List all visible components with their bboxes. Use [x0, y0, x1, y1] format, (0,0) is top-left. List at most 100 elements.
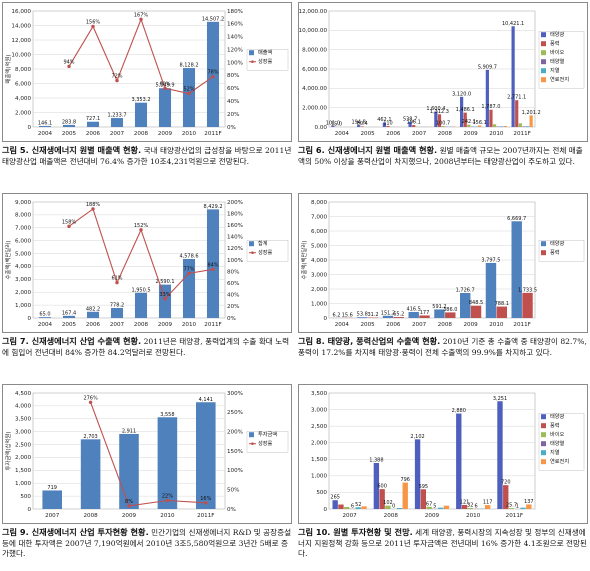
- bar: [119, 433, 139, 509]
- y2-tick-label: 120%: [227, 246, 243, 252]
- data-label: 156.1: [472, 120, 486, 126]
- bar: [355, 507, 361, 509]
- bar: [522, 126, 526, 127]
- bar: [470, 305, 482, 318]
- y-tick-label: 2,000.00: [302, 105, 327, 111]
- bar: [393, 317, 404, 318]
- legend-box: [246, 431, 289, 453]
- y2-tick-label: 20%: [227, 304, 239, 310]
- y-tick-label: 6,000: [15, 81, 31, 87]
- line-point: [163, 297, 167, 301]
- legend-box: [246, 49, 289, 71]
- data-label: 8,128.2: [179, 63, 198, 69]
- y-tick-label: 10,000.00: [299, 28, 327, 34]
- data-label: 52: [355, 502, 361, 508]
- data-label: 117: [483, 500, 493, 506]
- bar: [331, 126, 335, 127]
- y-tick-label: 2,500: [15, 442, 31, 448]
- data-label: 416.5: [407, 306, 421, 312]
- y-tick-label: 500: [20, 494, 31, 500]
- legend-swatch: [541, 423, 546, 429]
- bar: [134, 102, 148, 127]
- data-label: 5: [433, 503, 436, 509]
- bar: [110, 118, 124, 127]
- y2-tick-label: 80%: [227, 269, 239, 275]
- data-label: 67: [426, 501, 432, 507]
- data-label: 15.6: [342, 312, 353, 318]
- bar: [157, 417, 178, 509]
- bar: [485, 262, 497, 318]
- bar: [206, 21, 220, 127]
- chart-fig9: 0 500 1,000 1,500 2,000 2,500 3,000 3,500 4,000 4…: [2, 384, 292, 524]
- bar: [503, 485, 509, 509]
- y2-tick-label: 100%: [227, 468, 243, 474]
- y-tick-label: 1,000: [311, 301, 327, 307]
- caption-text: 세계 태양광, 풍력시장의 지속성장 및 정부의 신재생에너지 지원정책 강화 …: [298, 528, 587, 559]
- y-tick-label: 10,000: [11, 52, 31, 58]
- y-axis-title: 투자금액(십억원): [4, 432, 12, 471]
- y2-tick-label: 0%: [227, 507, 236, 513]
- bar: [182, 68, 196, 127]
- line-point: [139, 17, 143, 22]
- y-tick-label: 2,000: [15, 455, 31, 461]
- bar: [496, 306, 507, 318]
- data-label: 386.0: [443, 307, 457, 313]
- legend-label: 풍력: [550, 39, 560, 47]
- data-label: 242.1: [462, 119, 476, 125]
- line-label: 94%: [63, 59, 74, 65]
- data-label: 100.7: [436, 121, 450, 127]
- y-tick-label: 3,000: [311, 407, 327, 413]
- bar: [357, 125, 361, 127]
- caption-title: 그림 6. 신재생에너지 원별 매출액 현황.: [298, 145, 438, 155]
- data-label: 110: [383, 120, 393, 126]
- bar: [408, 311, 419, 318]
- bar: [518, 123, 522, 127]
- legend-box: [538, 240, 585, 262]
- legend-label: 성장률: [258, 439, 273, 447]
- caption-fig10: 그림 10. 원별 투자현황 및 전망. 세계 태양광, 풍력시장의 지속성장 …: [298, 527, 588, 560]
- line-label: 156%: [86, 19, 101, 25]
- y-tick-label: 14,000: [11, 23, 31, 29]
- y-tick-label: 12,000: [11, 38, 31, 44]
- y2-tick-label: 140%: [227, 35, 243, 41]
- y-tick-label: 4,000: [15, 404, 31, 410]
- x-tick-label: 2005: [361, 131, 376, 137]
- data-label: 25.7: [506, 503, 517, 509]
- y-tick-label: 2,000: [15, 110, 31, 116]
- x-tick-label: 2009: [158, 131, 173, 137]
- y-tick-label: 0: [27, 507, 31, 513]
- caption-fig9: 그림 9. 신재생에너지 산업 투자현황 현황. 민간기업의 신재생에너지 R&…: [2, 527, 292, 560]
- bar: [529, 115, 533, 127]
- line-point: [115, 78, 119, 83]
- bar: [80, 439, 101, 509]
- caption-text: 국내 태양광산업의 급성장을 바탕으로 2011년 태양광산업 매출액은 전년대…: [2, 146, 292, 166]
- y2-tick-label: 80%: [227, 73, 239, 79]
- bar: [426, 506, 432, 509]
- x-tick-label: 2007: [412, 131, 427, 137]
- y-tick-label: 8,000.00: [302, 47, 327, 53]
- data-label: 146.1: [38, 120, 52, 126]
- bar: [357, 317, 368, 318]
- legend-swatch: [541, 441, 546, 447]
- data-label: 788.1: [495, 301, 509, 307]
- data-label: 720: [501, 480, 511, 486]
- legend-swatch: [541, 59, 546, 65]
- bar: [525, 126, 530, 127]
- legend-label: 풍력: [550, 248, 560, 256]
- data-label: 32: [467, 502, 473, 508]
- data-label: 15.0: [331, 121, 342, 127]
- y2-tick-label: 250%: [227, 410, 243, 416]
- legend-swatch: [541, 432, 546, 438]
- bar: [437, 114, 442, 127]
- bar: [62, 315, 76, 318]
- caption-title: 그림 5. 신재생에너지 원별 매출액 현황.: [2, 145, 142, 155]
- y-tick-label: 4,000.00: [302, 86, 327, 92]
- chart-fig10: 0 500 1,000 1,500 2,000 2,500 3,000 3,500 2007 20…: [298, 384, 588, 524]
- x-tick-label: 2011F: [204, 131, 221, 137]
- y-tick-label: 7,000: [311, 214, 327, 220]
- bar: [492, 124, 497, 127]
- legend-box: [538, 31, 585, 89]
- line-label: 72%: [111, 74, 122, 80]
- data-label: 151.2: [381, 310, 395, 316]
- legend-label: 태양광: [550, 30, 565, 38]
